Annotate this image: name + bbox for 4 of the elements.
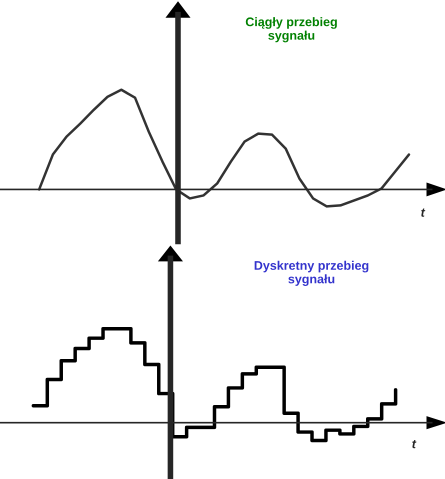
x-axis-title: t — [421, 208, 426, 217]
x-axis-title: t — [412, 440, 416, 448]
chart-title: Dyskretny przebieg sygnału — [254, 260, 368, 286]
chart-title: Ciągły przebieg sygnału — [246, 17, 337, 42]
